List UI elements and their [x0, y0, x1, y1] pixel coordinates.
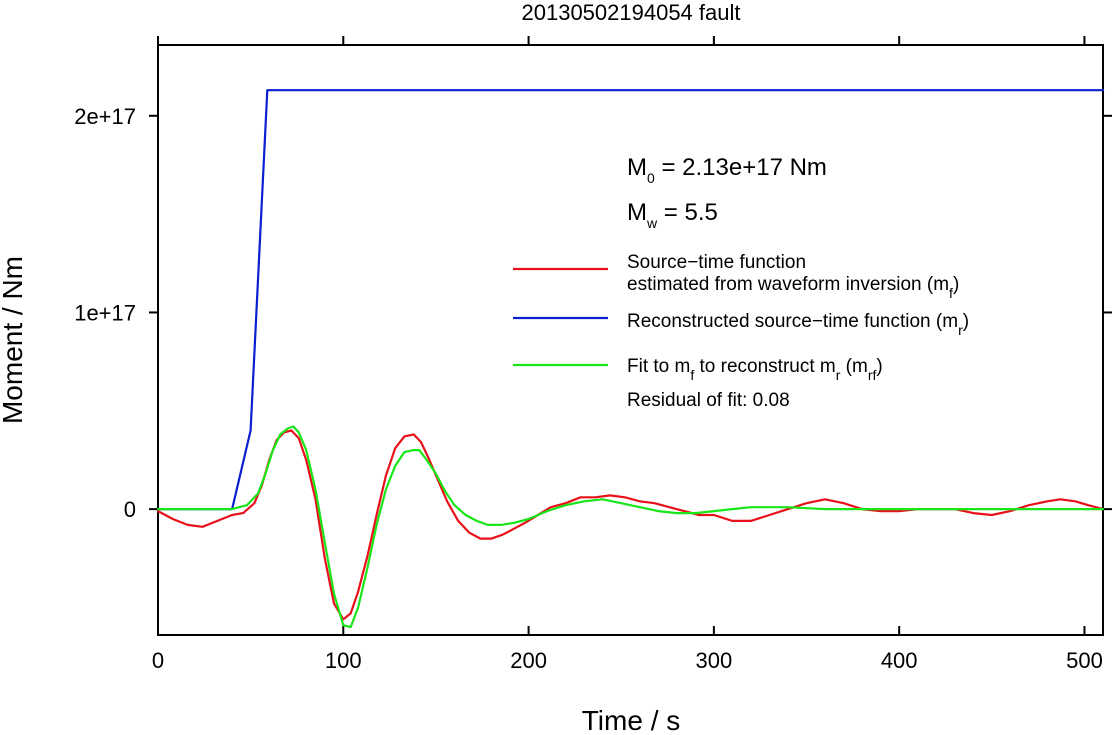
x-axis-title: Time / s	[582, 705, 681, 735]
y-tick-label: 2e+17	[74, 104, 136, 129]
legend-label-mf: estimated from waveform inversion (mf)	[627, 274, 959, 301]
x-tick-label: 200	[510, 648, 547, 673]
series-layer	[156, 89, 1105, 629]
x-tick-label: 300	[696, 648, 733, 673]
legend-label-mrf: Fit to mf to reconstruct mr (mrf)	[627, 356, 883, 383]
residual-text: Residual of fit: 0.08	[627, 390, 790, 411]
chart-title: 20130502194054 fault	[522, 0, 741, 25]
annotations: M0 = 2.13e+17 Nm Mw = 5.5 Residual of fit:…	[627, 154, 827, 411]
legend-label-mf: Source−time function	[627, 252, 806, 273]
x-tick-label: 0	[152, 648, 164, 673]
x-tick-label: 500	[1066, 648, 1103, 673]
seismic-moment-text: M0 = 2.13e+17 Nm	[627, 154, 827, 186]
series-line-mrf	[156, 425, 1105, 629]
plot-frame	[157, 44, 1104, 636]
x-tick-label: 400	[881, 648, 918, 673]
series-line-mf	[156, 429, 1105, 621]
y-axis-title: Moment / Nm	[0, 256, 28, 424]
legend-label-mr: Reconstructed source−time function (mr)	[627, 311, 969, 338]
x-tick-label: 100	[325, 648, 362, 673]
y-tick-label: 1e+17	[74, 300, 136, 325]
moment-magnitude-text: Mw = 5.5	[627, 199, 718, 231]
y-tick-label: 0	[124, 497, 136, 522]
axis-ticks: 0 100 200 300 400 500 0 1e+17 2e+17	[74, 36, 1112, 673]
